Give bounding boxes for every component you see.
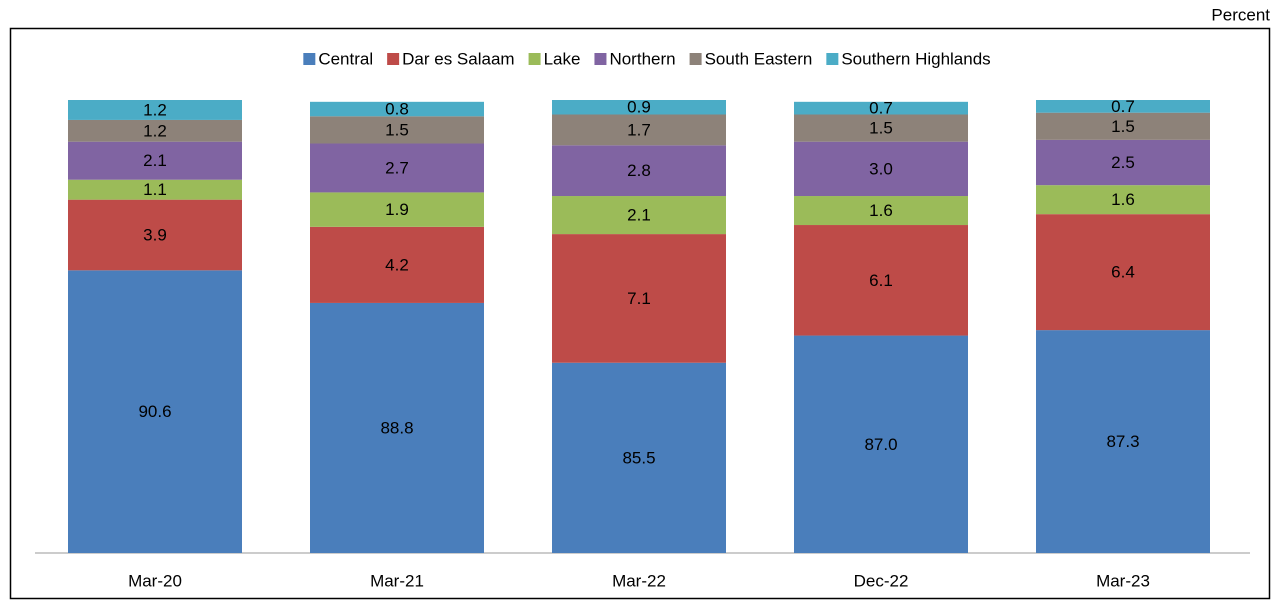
bar-segment [794, 141, 968, 197]
data-label: 87.0 [864, 435, 897, 454]
bar-segment [552, 196, 726, 235]
bar-segment [552, 145, 726, 197]
bar-segment [794, 101, 968, 115]
data-label: 1.7 [627, 120, 651, 139]
data-label: 3.0 [869, 159, 893, 178]
data-label: 2.1 [143, 151, 167, 170]
data-label: 0.7 [1111, 97, 1135, 116]
legend-swatch [303, 53, 316, 65]
data-label: 0.9 [627, 98, 651, 117]
bar-segment [1036, 185, 1210, 215]
data-label: 1.6 [869, 201, 893, 220]
data-label: 0.7 [869, 99, 893, 118]
bar-segment [310, 192, 484, 227]
legend-swatch [689, 53, 702, 65]
data-label: 1.9 [385, 200, 409, 219]
bar-segment [552, 234, 726, 363]
data-label: 2.5 [1111, 153, 1135, 172]
bar-segment [794, 114, 968, 142]
legend-label: South Eastern [705, 49, 813, 68]
legend-label: Lake [544, 49, 581, 68]
data-label: 1.6 [1111, 190, 1135, 209]
data-label: 1.5 [869, 119, 893, 138]
data-label: 0.8 [385, 100, 409, 119]
bar-segment [68, 100, 242, 120]
legend-swatch [528, 53, 541, 65]
bar-segment [1036, 330, 1210, 553]
data-label: 1.5 [385, 120, 409, 139]
data-label: 2.8 [627, 161, 651, 180]
data-label: 90.6 [138, 402, 171, 421]
bar-segment [68, 141, 242, 180]
unit-label: Percent [1211, 5, 1270, 24]
bar-segment [68, 179, 242, 200]
data-label: 1.2 [143, 100, 167, 119]
bar-segment [794, 335, 968, 553]
legend-swatch [826, 53, 839, 65]
chart-frame [9, 27, 1271, 600]
bar-segment [1036, 139, 1210, 186]
x-tick-label: Dec-22 [854, 571, 909, 590]
bar-segment [310, 101, 484, 117]
bar-segment [68, 270, 242, 553]
legend-label: Central [318, 49, 373, 68]
legend-swatch [594, 53, 607, 65]
bar-segment [1036, 214, 1210, 331]
x-tick-label: Mar-21 [370, 571, 424, 590]
data-label: 6.1 [869, 271, 893, 290]
bar-segment [310, 302, 484, 553]
bar-segment [310, 143, 484, 193]
data-label: 88.8 [380, 418, 413, 437]
legend-label: Northern [609, 49, 675, 68]
data-label: 7.1 [627, 289, 651, 308]
data-label: 1.1 [143, 180, 167, 199]
data-label: 2.7 [385, 158, 409, 177]
data-label: 87.3 [1106, 432, 1139, 451]
data-label: 1.2 [143, 121, 167, 140]
bar-segment [794, 225, 968, 336]
bar-segment [310, 226, 484, 303]
x-tick-label: Mar-23 [1096, 571, 1150, 590]
bar-segment [68, 119, 242, 142]
data-label: 4.2 [385, 255, 409, 274]
bar-segment [552, 114, 726, 146]
legend-swatch [387, 53, 400, 65]
x-tick-label: Mar-22 [612, 571, 666, 590]
x-tick-label: Mar-20 [128, 571, 182, 590]
data-label: 85.5 [622, 448, 655, 467]
bar-segment [552, 100, 726, 115]
bar-segment [794, 196, 968, 226]
legend-label: Southern Highlands [841, 49, 990, 68]
data-label: 1.5 [1111, 117, 1135, 136]
data-label: 6.4 [1111, 263, 1135, 282]
bar-segment [68, 199, 242, 271]
bar-segment [552, 362, 726, 553]
data-label: 3.9 [143, 225, 167, 244]
bar-segment [310, 116, 484, 144]
bar-segment [1036, 112, 1210, 140]
bar-segment [1036, 100, 1210, 113]
data-label: 2.1 [627, 206, 651, 225]
legend-label: Dar es Salaam [402, 49, 514, 68]
